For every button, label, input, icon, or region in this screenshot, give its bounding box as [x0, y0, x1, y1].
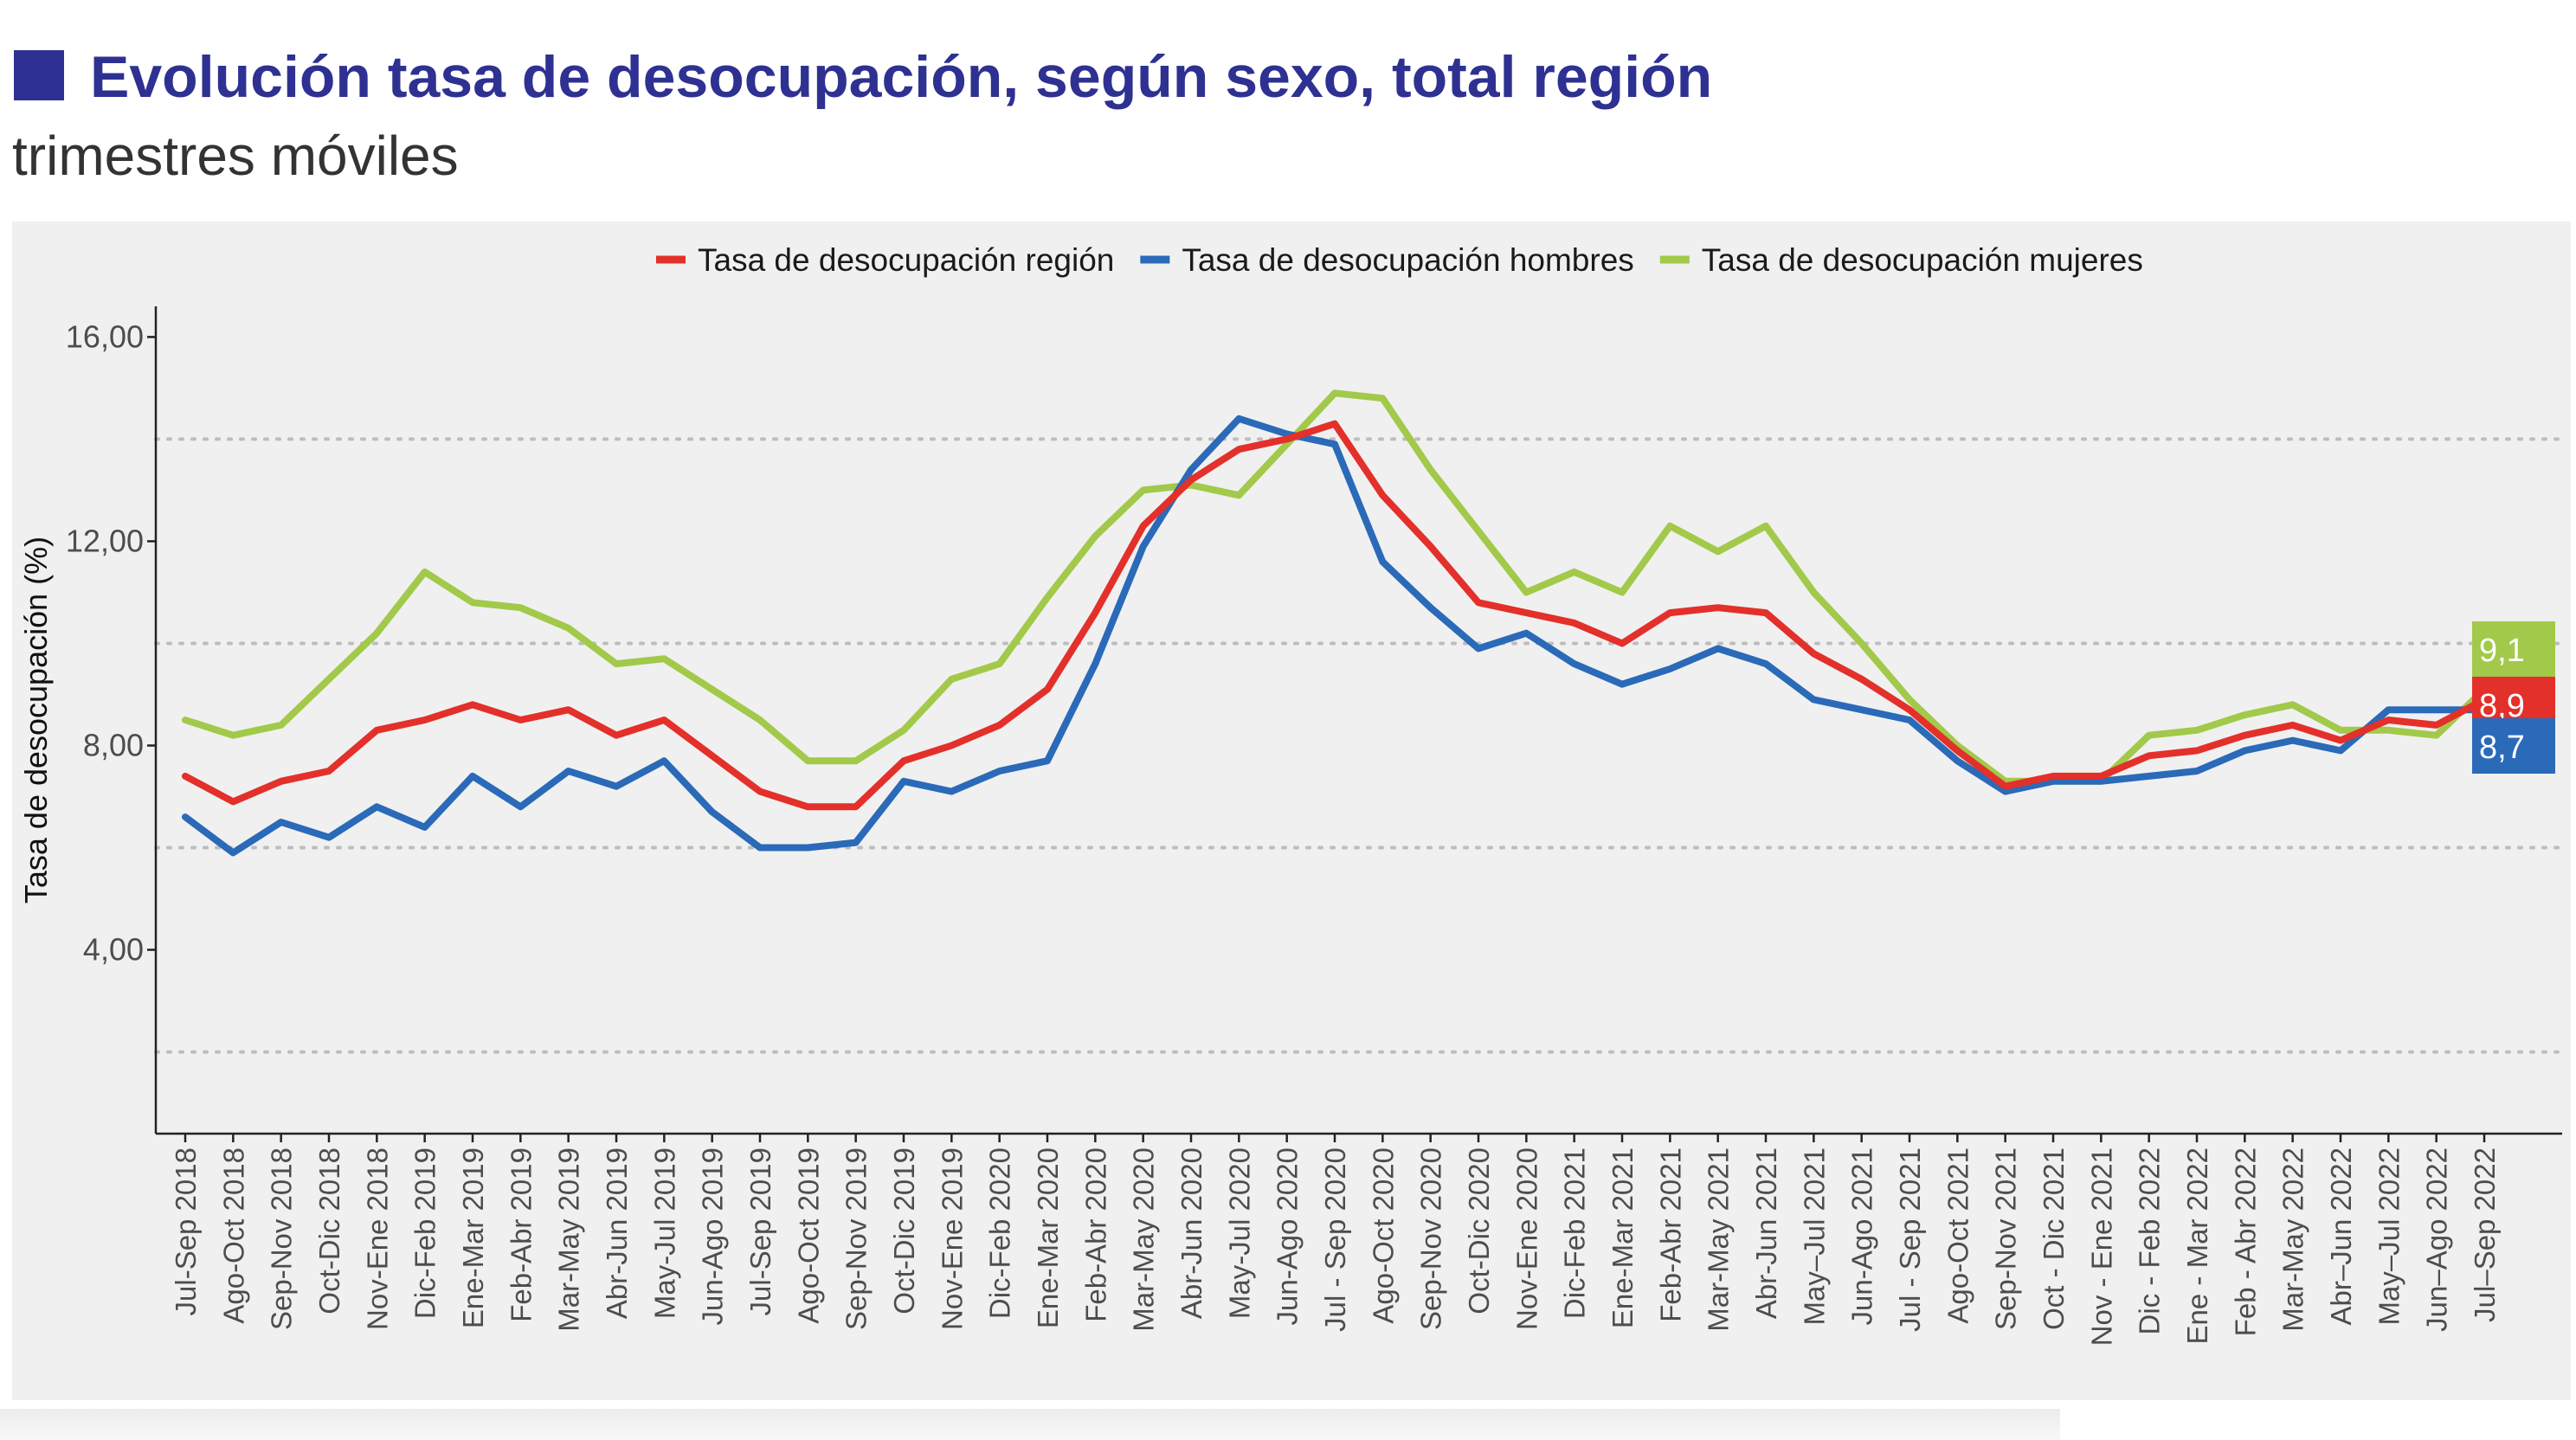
x-tick-label: Feb-Abr 2021 — [1654, 1148, 1686, 1322]
y-tick-label: 16,00 — [66, 318, 144, 354]
x-tick-label: Oct-Dic 2019 — [888, 1148, 920, 1315]
x-tick-label: Jun-Ago 2019 — [697, 1148, 729, 1326]
bottom-shadow — [0, 1409, 2060, 1440]
x-tick-label: Mar-May 2019 — [553, 1148, 585, 1332]
x-tick-label: Jun-Ago 2021 — [1846, 1148, 1878, 1326]
x-tick-label: Jul-Sep 2019 — [744, 1148, 776, 1315]
page-subtitle: trimestres móviles — [12, 125, 459, 187]
x-tick-label: Mar-May 2021 — [1703, 1148, 1735, 1332]
x-tick-label: Abr-Jun 2019 — [601, 1148, 633, 1319]
x-tick-label: Abr-Jun 2020 — [1175, 1148, 1208, 1319]
x-tick-label: Jun–Ago 2022 — [2421, 1148, 2453, 1332]
x-tick-label: May–Jul 2022 — [2373, 1148, 2405, 1325]
x-tick-label: Abr-Jun 2021 — [1750, 1148, 1782, 1319]
x-tick-label: Ago-Oct 2021 — [1942, 1148, 1974, 1324]
legend-label-region: Tasa de desocupación región — [698, 242, 1114, 278]
x-tick-label: Sep-Nov 2021 — [1990, 1148, 2022, 1330]
x-tick-label: Nov-Ene 2020 — [1510, 1148, 1542, 1330]
x-tick-label: Ago-Oct 2018 — [217, 1148, 249, 1324]
y-tick-label: 4,00 — [83, 932, 144, 968]
square-marker-icon — [14, 50, 64, 100]
x-tick-label: Ene-Mar 2021 — [1607, 1148, 1639, 1328]
x-tick-label: Dic-Feb 2020 — [984, 1148, 1016, 1319]
x-tick-label: Nov-Ene 2018 — [361, 1148, 393, 1330]
x-tick-label: Ago-Oct 2019 — [792, 1148, 824, 1324]
x-tick-label: Jun-Ago 2020 — [1272, 1148, 1304, 1326]
x-tick-label: Mar-May 2022 — [2277, 1148, 2309, 1332]
x-tick-label: Feb - Abr 2022 — [2229, 1148, 2261, 1336]
page-title: Evolución tasa de desocupación, según se… — [90, 44, 1713, 110]
x-tick-label: Dic-Feb 2021 — [1559, 1148, 1591, 1319]
x-tick-label: Nov - Ene 2021 — [2085, 1148, 2117, 1346]
series-line-region — [182, 420, 2488, 811]
x-tick-label: May-Jul 2019 — [648, 1148, 680, 1319]
x-tick-label: Jul-Sep 2018 — [170, 1148, 202, 1315]
x-tick-label: May-Jul 2020 — [1223, 1148, 1255, 1319]
x-tick-label: Oct - Dic 2021 — [2038, 1148, 2070, 1330]
end-label-hombres: 8,7 — [2479, 730, 2525, 766]
x-tick-label: Feb-Abr 2020 — [1079, 1148, 1111, 1322]
header: Evolución tasa de desocupación, según se… — [0, 0, 2576, 208]
x-tick-label: Sep-Nov 2019 — [840, 1148, 873, 1330]
x-tick-label: May–Jul 2021 — [1798, 1148, 1830, 1325]
x-tick-label: Ene-Mar 2019 — [457, 1148, 489, 1328]
x-tick-label: Oct-Dic 2020 — [1463, 1148, 1495, 1315]
y-axis-title: Tasa de desocupación (%) — [18, 537, 54, 903]
x-tick-label: Jul - Sep 2021 — [1894, 1148, 1926, 1332]
x-tick-label: Jul - Sep 2020 — [1319, 1148, 1351, 1332]
x-tick-label: Abr–Jun 2022 — [2325, 1148, 2357, 1326]
x-tick-label: Oct-Dic 2018 — [313, 1148, 345, 1315]
end-label-badge-mujeres — [2472, 621, 2555, 677]
x-tick-label: Jul–Sep 2022 — [2469, 1148, 2501, 1322]
y-tick-label: 12,00 — [66, 523, 144, 558]
x-tick-label: Ene-Mar 2020 — [1032, 1148, 1064, 1328]
x-tick-label: Ago-Oct 2020 — [1367, 1148, 1399, 1324]
x-tick-label: Nov-Ene 2019 — [936, 1148, 968, 1330]
x-tick-label: Sep-Nov 2018 — [266, 1148, 298, 1330]
x-tick-label: Dic - Feb 2022 — [2134, 1148, 2166, 1334]
y-tick-label: 8,00 — [83, 728, 144, 763]
end-label-mujeres: 9,1 — [2479, 633, 2525, 669]
x-tick-label: Mar-May 2020 — [1128, 1148, 1160, 1332]
x-tick-label: Feb-Abr 2019 — [505, 1148, 537, 1322]
x-tick-label: Dic-Feb 2019 — [409, 1148, 441, 1319]
x-tick-label: Sep-Nov 2020 — [1415, 1148, 1447, 1330]
end-label-badge-hombres — [2472, 718, 2555, 774]
x-tick-label: Ene - Mar 2022 — [2181, 1148, 2213, 1344]
series-line-hombres — [182, 415, 2488, 857]
legend-label-hombres: Tasa de desocupación hombres — [1182, 242, 1633, 278]
legend-label-mujeres: Tasa de desocupación mujeres — [1702, 242, 2143, 278]
